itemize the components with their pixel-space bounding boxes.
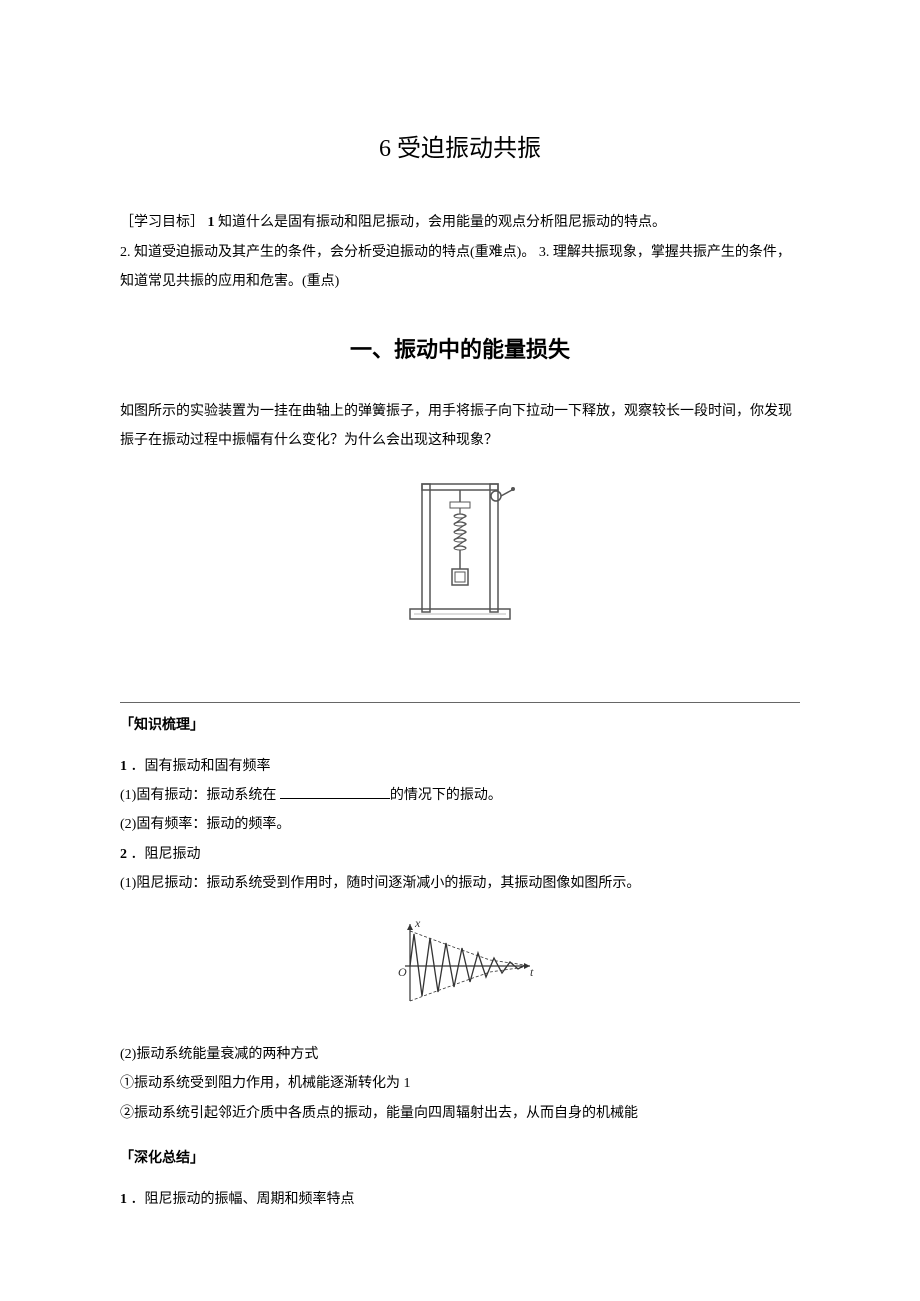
k1-2-num: (2) [120,817,136,832]
k1-1-pre: 固有振动：振动系统在 [136,788,276,803]
obj-3-num: 3. [539,245,550,260]
knowledge-heading: 「知识梳理」 [120,715,800,737]
section-1-intro: 如图所示的实验装置为一挂在曲轴上的弹簧振子，用手将振子向下拉动一下释放，观察较长… [120,397,800,456]
k2-2-text: 振动系统能量衰减的两种方式 [136,1047,318,1062]
k2-2-num: (2) [120,1047,136,1062]
k2-1-text: 阻尼振动：振动系统受到作用时，随时间逐渐减小的振动，其振动图像如图所示。 [136,876,640,891]
knowledge-item-2-2: (2)振动系统能量衰减的两种方式 [120,1040,800,1069]
learning-objectives: ［学习目标］ 1 知道什么是固有振动和阻尼振动，会用能量的观点分析阻尼振动的特点… [120,208,800,296]
knowledge-item-2-1: (1)阻尼振动：振动系统受到作用时，随时间逐渐减小的振动，其振动图像如图所示。 [120,869,800,898]
k1-2-text: 固有频率：振动的频率。 [136,817,290,832]
axis-label-t: t [530,965,534,979]
knowledge-item-2: 2 ．阻尼振动 [120,840,800,869]
divider [120,702,800,703]
spring-oscillator-icon [400,474,520,624]
k1-1-post: 的情况下的振动。 [390,788,502,803]
obj-1-num: 1 [208,215,215,230]
knowledge-item-2-2-1: ①振动系统受到阻力作用，机械能逐渐转化为 1 [120,1069,800,1098]
axis-label-x: x [414,916,421,930]
blank-fill [280,783,390,799]
objectives-prefix: ［学习目标］ [120,215,204,230]
k2-1-num: (1) [120,876,136,891]
knowledge-item-2-2-2: ②振动系统引起邻近介质中各质点的振动，能量向四周辐射出去，从而自身的机械能 [120,1099,800,1128]
obj-2-num: 2. [120,245,131,260]
deepening-heading: 「深化总结」 [120,1148,800,1170]
k2-title: ．阻尼振动 [131,847,201,862]
section-1-title: 一、振动中的能量损失 [120,332,800,367]
spring-oscillator-figure [120,474,800,633]
k1-title: ．固有振动和固有频率 [131,759,271,774]
d1-num: 1 [120,1192,127,1207]
obj-2-text: 知道受迫振动及其产生的条件，会分析受迫振动的特点(重难点)。 [134,245,535,260]
damped-oscillation-figure: x O t [120,916,800,1020]
deepening-item-1: 1 ．阻尼振动的振幅、周期和频率特点 [120,1185,800,1214]
d1-title: ．阻尼振动的振幅、周期和频率特点 [131,1192,355,1207]
page-title: 6 受迫振动共振 [120,130,800,168]
knowledge-item-1-2: (2)固有频率：振动的频率。 [120,810,800,839]
axis-label-o: O [398,965,407,979]
obj-1-text: 知道什么是固有振动和阻尼振动，会用能量的观点分析阻尼振动的特点。 [218,215,666,230]
knowledge-item-1: 1 ．固有振动和固有频率 [120,752,800,781]
k1-num: 1 [120,759,127,774]
damped-oscillation-icon: x O t [380,916,540,1011]
k2-num: 2 [120,847,127,862]
k1-1-num: (1) [120,788,136,803]
knowledge-item-1-1: (1)固有振动：振动系统在 的情况下的振动。 [120,781,800,810]
